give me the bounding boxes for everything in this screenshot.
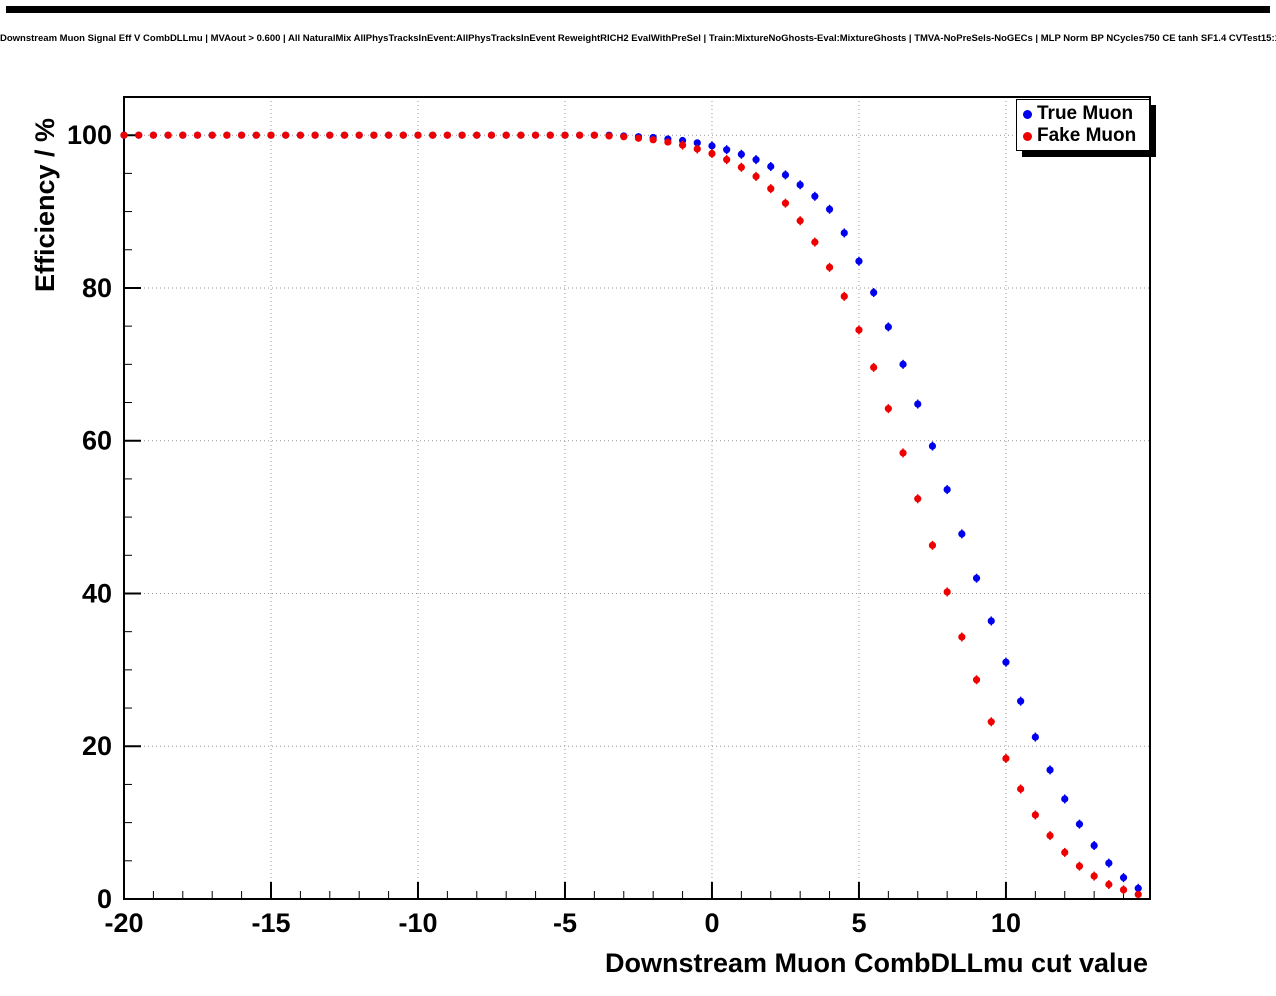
x-tick-label: 10 [991,908,1021,938]
x-tick-label: -10 [398,908,437,938]
y-tick-label: 20 [82,731,112,761]
series-fake-muon [120,131,1142,899]
y-tick-label: 0 [97,884,112,914]
true-muon-marker-icon [1023,109,1032,119]
plot-frame [123,96,1151,900]
canvas-top-border [6,6,1270,13]
legend-item-true-muon: True Muon [1017,103,1149,125]
plot-title: Downstream Muon Signal Eff V CombDLLmu |… [0,33,1276,44]
x-axis-title: Downstream Muon CombDLLmu cut value [604,948,1148,978]
fake-muon-marker-icon [1023,131,1032,141]
x-tick-label: -20 [104,908,143,938]
x-tick-label: 0 [704,908,719,938]
x-tick-label: -15 [251,908,290,938]
gridlines [123,97,1150,900]
x-tick-label: -5 [553,908,577,938]
y-tick-label: 40 [82,578,112,608]
axis-ticks [123,96,1125,900]
series-true-muon [120,131,1142,893]
y-tick-label: 60 [82,426,112,456]
legend-item-fake-muon: Fake Muon [1017,125,1149,147]
data-points [120,131,1142,899]
legend-label-true-muon: True Muon [1037,103,1134,124]
legend-label-fake-muon: Fake Muon [1037,125,1137,146]
y-tick-label: 80 [82,273,112,303]
legend: True Muon Fake Muon [1016,99,1150,151]
y-axis-title: Efficiency / % [30,117,60,292]
x-tick-label: 5 [851,908,866,938]
y-tick-label: 100 [67,120,112,150]
